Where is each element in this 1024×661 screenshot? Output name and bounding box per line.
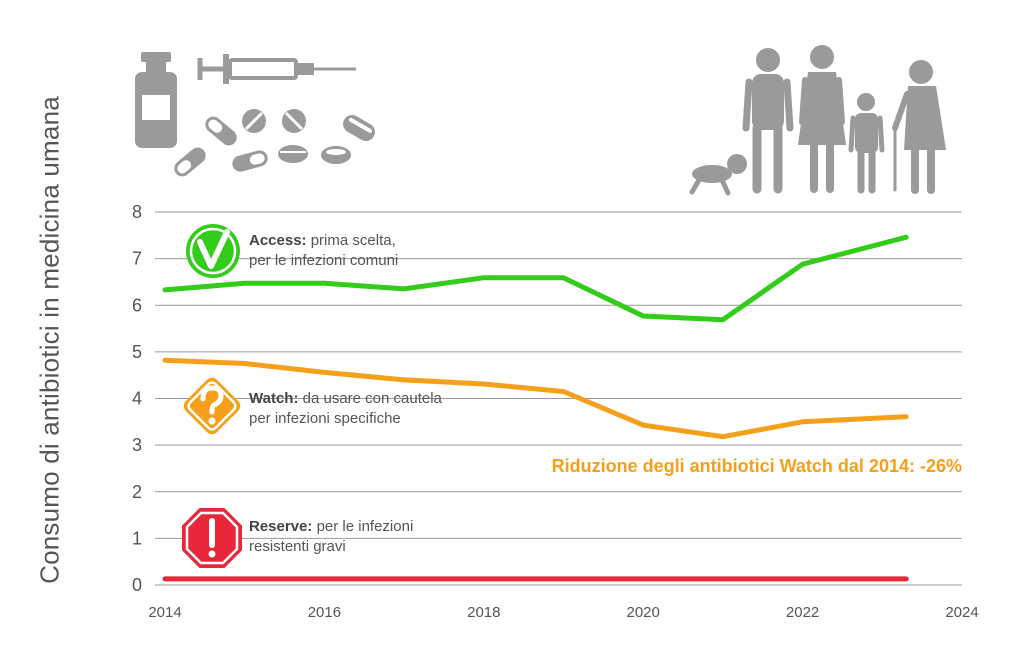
family-icon xyxy=(689,45,946,196)
pills-icon xyxy=(174,109,375,177)
x-tick-label: 2014 xyxy=(148,604,181,621)
data-point-watch xyxy=(561,389,566,394)
data-point-access xyxy=(242,281,247,286)
data-point-watch xyxy=(904,414,909,419)
exclamation-icon xyxy=(182,508,242,568)
data-point-watch xyxy=(641,423,646,428)
watch-reduction-annotation: Riduzione degli antibiotici Watch dal 20… xyxy=(551,456,962,476)
data-point-watch xyxy=(720,434,725,439)
data-point-access xyxy=(720,317,725,322)
data-point-watch xyxy=(322,370,327,375)
data-point-access xyxy=(561,275,566,280)
question-icon xyxy=(183,377,241,435)
x-tick-label: 2018 xyxy=(467,604,500,621)
data-point-reserve xyxy=(402,576,407,581)
data-point-reserve xyxy=(481,576,486,581)
y-tick-label: 8 xyxy=(132,202,142,222)
legend-access: Access: prima scelta, per le infezioni c… xyxy=(249,231,398,271)
x-tick-label: 2020 xyxy=(627,604,660,621)
data-point-watch xyxy=(242,361,247,366)
y-tick-label: 7 xyxy=(132,249,142,269)
legend-watch-line2: per infezioni specifiche xyxy=(249,410,401,427)
series-line-access xyxy=(162,234,909,323)
data-point-watch xyxy=(800,419,805,424)
data-point-reserve xyxy=(720,576,725,581)
legend-reserve: Reserve: per le infezioni resistenti gra… xyxy=(249,517,413,557)
legend-reserve-line1: per le infezioni xyxy=(316,518,414,535)
legend-access-line2: per le infezioni comuni xyxy=(249,252,399,269)
data-point-access xyxy=(641,313,646,318)
legend-access-name: Access: xyxy=(249,232,307,249)
data-point-reserve xyxy=(163,576,167,581)
data-point-reserve xyxy=(904,576,909,581)
legend-watch-name: Watch: xyxy=(249,390,299,407)
data-point-reserve xyxy=(641,576,646,581)
data-point-access xyxy=(800,262,805,267)
data-point-access xyxy=(322,281,327,286)
series-line-watch xyxy=(162,357,909,440)
x-tick-label: 2022 xyxy=(786,604,819,621)
tick-layer: 0 1 2 3 4 5 6 7 8 2014 2016 2018 2020 2022 2024 xyxy=(132,202,979,621)
x-tick-label: 2016 xyxy=(308,604,341,621)
y-tick-label: 1 xyxy=(132,528,142,548)
grid-layer xyxy=(155,211,962,586)
legend-reserve-name: Reserve: xyxy=(249,518,313,535)
y-tick-label: 5 xyxy=(132,342,142,362)
data-point-access xyxy=(402,286,407,291)
data-point-access xyxy=(163,287,167,292)
data-point-access xyxy=(904,235,909,240)
checkmark-icon xyxy=(186,224,240,278)
legend-reserve-line2: resistenti gravi xyxy=(249,538,346,555)
y-tick-label: 4 xyxy=(132,389,142,409)
syringe-icon xyxy=(197,54,356,84)
legend-watch: Watch: da usare con cautela per infezion… xyxy=(249,389,442,429)
y-tick-label: 6 xyxy=(132,295,142,315)
data-point-access xyxy=(481,275,486,280)
data-point-reserve xyxy=(800,576,805,581)
data-point-reserve xyxy=(242,576,247,581)
data-point-watch xyxy=(481,382,486,387)
y-axis-label: Consumo di antibiotici in medicina umana xyxy=(34,96,65,584)
data-point-watch xyxy=(402,377,407,382)
medicine-vial-icon xyxy=(135,52,177,148)
data-point-reserve xyxy=(322,576,327,581)
x-tick-label: 2024 xyxy=(945,604,978,621)
legend-watch-line1: da usare con cautela xyxy=(302,390,442,407)
y-tick-label: 3 xyxy=(132,435,142,455)
series-layer xyxy=(162,234,909,582)
y-tick-label: 0 xyxy=(132,575,142,595)
data-point-watch xyxy=(163,358,167,363)
legend-access-line1: prima scelta, xyxy=(310,232,396,249)
y-tick-label: 2 xyxy=(132,482,142,502)
data-point-reserve xyxy=(561,576,566,581)
